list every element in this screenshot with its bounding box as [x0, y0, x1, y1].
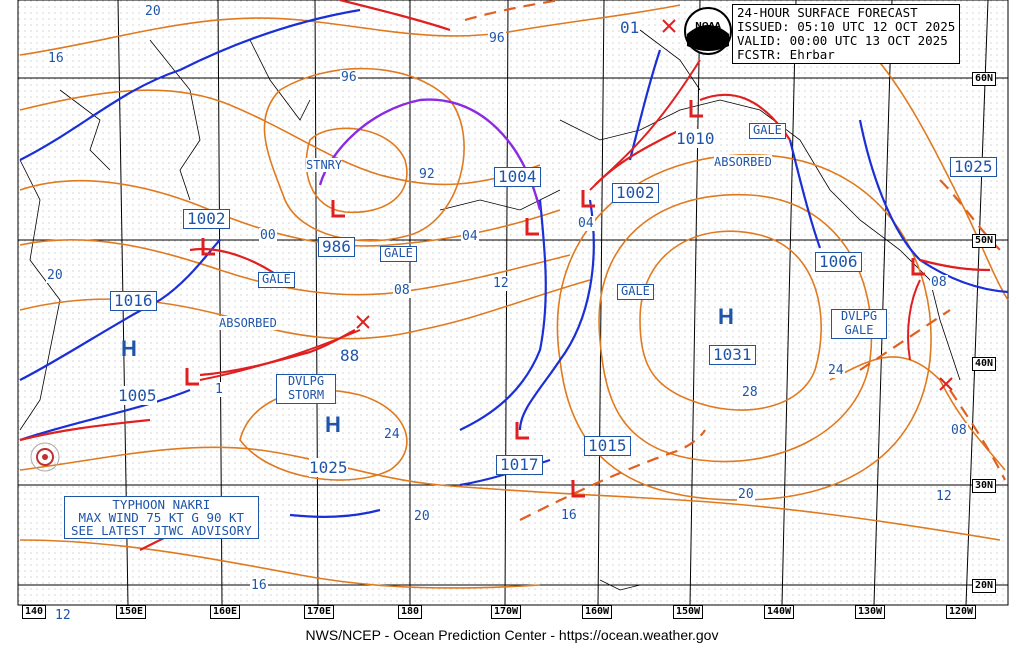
isobar-label: 16	[250, 578, 268, 593]
header-valid: VALID: 00:00 UTC 13 OCT 2025	[737, 33, 948, 48]
pressure-label: 1017	[496, 455, 543, 476]
developing-gale-label: DVLPG GALE	[831, 309, 887, 339]
lon-label: 120W	[946, 605, 977, 619]
isobar-label: 20	[144, 4, 162, 19]
low-centers	[185, 100, 925, 498]
lat-lon-grid	[17, 0, 1009, 606]
isobar-label: 12	[492, 276, 510, 291]
header-title: 24-HOUR SURFACE FORECAST	[737, 5, 918, 20]
pressure-label: 1006	[815, 252, 862, 273]
pressure-label: 1010	[676, 129, 715, 148]
typhoon-symbol	[30, 442, 60, 472]
isobar-label: 04	[577, 216, 595, 231]
footer-credit: NWS/NCEP - Ocean Prediction Center - htt…	[305, 627, 719, 643]
forecast-header: 24-HOUR SURFACE FORECAST ISSUED: 05:10 U…	[732, 4, 961, 64]
lat-label-50n: 50N	[972, 234, 997, 248]
isobar-label: 16	[560, 508, 578, 523]
developing-storm-label: DVLPG STORM	[276, 374, 336, 404]
isobar-label: 24	[383, 427, 401, 442]
pressure-label: 1016	[110, 291, 157, 312]
pressure-label: 1002	[612, 183, 659, 204]
lon-label: 150E	[116, 605, 147, 619]
lon-label: 130W	[855, 605, 886, 619]
lat-label-40n: 40N	[972, 357, 997, 371]
pressure-label: 1004	[494, 167, 541, 188]
pressure-label: 1002	[183, 209, 230, 230]
pressure-label: 88	[340, 346, 360, 365]
noaa-logo-text: NOAA	[695, 21, 721, 30]
lat-label-20n: 20N	[972, 579, 997, 593]
isobar-label: 08	[393, 283, 411, 298]
isobar-label: 20	[737, 487, 755, 502]
gale-label: GALE	[617, 284, 654, 300]
pressure-label: 01	[620, 18, 640, 37]
pressure-label: 1025	[309, 458, 348, 477]
lon-label: 150W	[673, 605, 704, 619]
gale-label: GALE	[749, 123, 786, 139]
high-center: H	[121, 336, 137, 361]
stationary-label: STNRY	[306, 158, 343, 172]
isobar-label: 20	[46, 268, 64, 283]
isobar-label: 92	[418, 167, 436, 182]
isobar-label: 1	[214, 382, 224, 397]
high-center: H	[325, 412, 341, 437]
pressure-label: 1005	[118, 386, 157, 405]
occluded-front	[318, 98, 542, 211]
typhoon-advisory: SEE LATEST JTWC ADVISORY	[71, 523, 252, 538]
absorbed-label: ABSORBED	[219, 316, 277, 330]
x-markers	[356, 19, 953, 391]
lon-label: 140	[22, 605, 47, 619]
pressure-label: 1025	[950, 157, 997, 178]
high-center: H	[718, 304, 734, 329]
isobar-label: 08	[950, 423, 968, 438]
lon-label: 180	[398, 605, 423, 619]
isobar-label: 08	[930, 275, 948, 290]
lon-label: 160W	[582, 605, 613, 619]
lat-label-30n: 30N	[972, 479, 997, 493]
gale-label: GALE	[380, 246, 417, 262]
pressure-label: 1015	[584, 436, 631, 457]
lat-label-60n: 60N	[972, 72, 997, 86]
pressure-label: 1031	[709, 345, 756, 366]
gale-label: GALE	[258, 272, 295, 288]
forecast-tracks	[199, 59, 921, 381]
isobar-label: 96	[488, 31, 506, 46]
header-forecaster: FCSTR: Ehrbar	[737, 47, 835, 62]
pressure-label: 986	[318, 237, 355, 258]
isobar-label: 28	[741, 385, 759, 400]
isobar-label: 00	[259, 228, 277, 243]
isobar-label: 24	[827, 363, 845, 378]
typhoon-wind: MAX WIND 75 KT G 90 KT	[78, 510, 245, 525]
lon-label: 140W	[764, 605, 795, 619]
isobar-label: 96	[340, 70, 358, 85]
isobar-label: 12	[935, 489, 953, 504]
absorbed-label: ABSORBED	[714, 155, 772, 169]
lon-label: 170W	[491, 605, 522, 619]
header-issued: ISSUED: 05:10 UTC 12 OCT 2025	[737, 19, 956, 34]
lon-label: 160E	[210, 605, 241, 619]
lon-label: 170E	[304, 605, 335, 619]
isobar-label: 12	[54, 608, 72, 623]
typhoon-name: TYPHOON NAKRI	[112, 497, 211, 512]
isobar-label: 20	[413, 509, 431, 524]
noaa-logo: NOAA	[684, 7, 732, 55]
typhoon-advisory-box: TYPHOON NAKRI MAX WIND 75 KT G 90 KT SEE…	[64, 496, 259, 539]
isobar-label: 16	[47, 51, 65, 66]
isobar-label: 04	[461, 229, 479, 244]
